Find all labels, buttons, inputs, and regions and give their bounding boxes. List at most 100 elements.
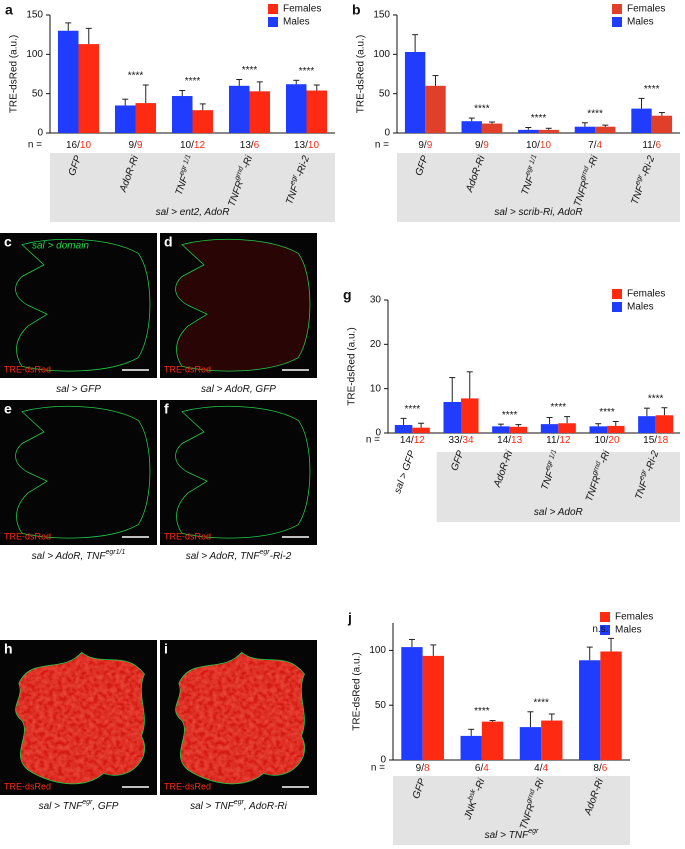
label-part: sal > TNF [39, 801, 84, 812]
n-females: 4 [543, 763, 549, 774]
label-part: egr [260, 549, 271, 556]
genotype-label: sal > TNFegr [485, 828, 539, 840]
bar [600, 651, 622, 760]
channel-label: TRE-dsRed [4, 364, 51, 374]
significance: n.s. [592, 624, 608, 635]
panel-letter: c [4, 234, 12, 250]
y-tick-label: 150 [26, 10, 43, 21]
n-separator: / [594, 140, 597, 151]
n-females: 10 [80, 140, 92, 151]
panel-caption: sal > AdoR, GFP [201, 384, 276, 395]
signal [175, 239, 310, 372]
bar [249, 91, 271, 133]
n-label: 8/6 [593, 763, 607, 774]
n-females: 9 [483, 140, 489, 151]
n-separator: / [599, 763, 602, 774]
n-males: 11 [642, 140, 653, 151]
n-label: 7/4 [588, 140, 602, 151]
label-part: -Ri [586, 153, 601, 169]
legend-swatch [612, 302, 622, 312]
panel-caption: sal > AdoR, TNFegr1/1 [32, 549, 126, 561]
signal [175, 652, 305, 784]
genotype-box [393, 776, 630, 845]
domain-outline [176, 652, 305, 783]
bar [425, 85, 446, 133]
label-part: sal > scrib-Ri, AdoR [494, 207, 582, 218]
label-part: grnd [580, 165, 592, 182]
n-label: 6/4 [475, 763, 489, 774]
n-females: 9 [427, 140, 433, 151]
y-tick-label: 30 [370, 295, 382, 306]
legend-swatch [612, 17, 622, 27]
n-males: 10 [594, 435, 606, 446]
n-separator: / [654, 435, 657, 446]
n-males: 14 [400, 435, 412, 446]
panel-letter: j [347, 610, 352, 626]
n-males: 9 [129, 140, 135, 151]
n-males: 13 [240, 140, 252, 151]
y-tick-label: 100 [26, 49, 43, 60]
y-axis-label: TRE-dsRed (a.u.) [352, 652, 363, 730]
n-separator: / [540, 763, 543, 774]
panel-letter: a [5, 2, 13, 18]
genotype-label: sal > ent2, AdoR [156, 207, 230, 218]
n-males: 16 [66, 140, 78, 151]
label-part: egr1/1 [105, 549, 125, 556]
n-males: 10 [526, 140, 538, 151]
genotype-box [397, 153, 680, 222]
legend-label: Males [627, 302, 654, 313]
label-part: egr [289, 173, 299, 186]
legend-swatch [268, 17, 278, 27]
domain-outline [16, 406, 150, 538]
label-part: -Ri [532, 776, 547, 792]
y-tick-label: 50 [32, 88, 44, 99]
label-part: -Ri [598, 448, 613, 464]
n-females: 20 [608, 435, 620, 446]
n-females: 12 [559, 435, 571, 446]
n-females: 6 [656, 140, 662, 151]
genotype-label: sal > AdoR [534, 507, 583, 518]
n-males: 11 [546, 435, 557, 446]
n-females: 6 [602, 763, 608, 774]
bar [651, 115, 673, 133]
n-females: 9 [137, 140, 143, 151]
n-label: 10/20 [594, 435, 619, 446]
y-axis-label: TRE-dsRed (a.u.) [356, 35, 367, 113]
label-part: -Ri [472, 776, 487, 792]
n-separator: / [305, 140, 308, 151]
n-separator: / [481, 140, 484, 151]
panel-letter: b [352, 2, 361, 18]
panel-caption: sal > AdoR, TNFegr-Ri-2 [186, 549, 292, 561]
domain-label: sal > domain [32, 241, 89, 252]
n-males: 9 [475, 140, 481, 151]
label-part: egr [635, 173, 645, 186]
label-part: grnd [592, 460, 604, 477]
significance: **** [299, 66, 315, 77]
y-tick-label: 0 [375, 428, 381, 439]
bar [78, 44, 100, 133]
channel-label: TRE-dsRed [4, 531, 51, 541]
label-part: sal > GFP [392, 449, 418, 495]
n-males: 9 [418, 140, 424, 151]
n-females: 10 [540, 140, 552, 151]
n-males: 6 [475, 763, 481, 774]
legend-swatch [612, 4, 622, 14]
n-separator: / [411, 435, 414, 446]
n-males: 33 [448, 435, 460, 446]
bar [655, 415, 674, 433]
significance: **** [599, 407, 615, 418]
bar [519, 727, 542, 760]
panel-caption: sal > GFP [56, 384, 101, 395]
legend-swatch [612, 289, 622, 299]
n-separator: / [508, 435, 511, 446]
genotype-label: sal > scrib-Ri, AdoR [494, 207, 582, 218]
micrograph [0, 233, 157, 378]
label-part: sal > AdoR, TNF [186, 551, 261, 562]
n-label: 13/10 [294, 140, 319, 151]
label-part: grnd [234, 165, 246, 182]
y-tick-label: 150 [373, 10, 390, 21]
bar [135, 103, 157, 133]
n-label: 10/12 [180, 140, 205, 151]
label-part: sal > AdoR, TNF [32, 551, 107, 562]
label-part: sal > TNF [190, 801, 235, 812]
